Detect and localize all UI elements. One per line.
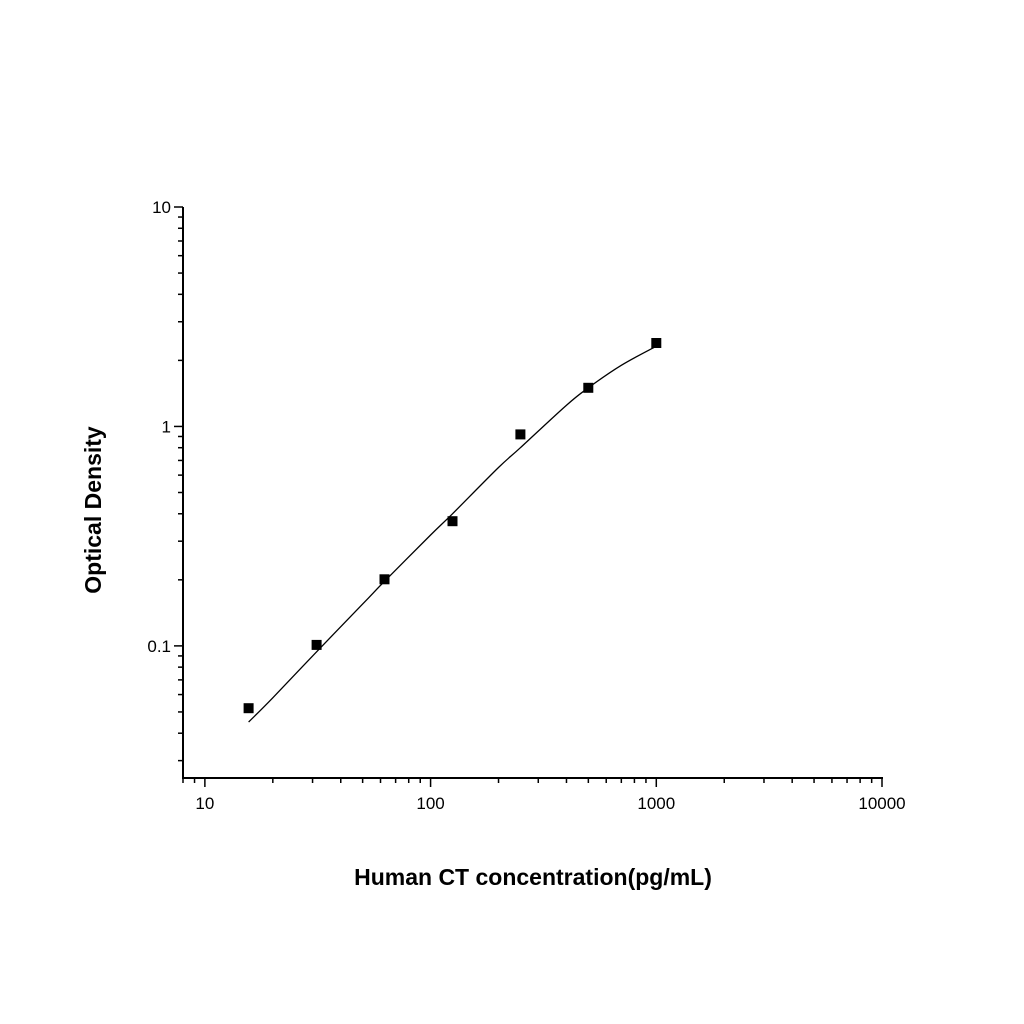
x-axis-tick-labels: 10 100 1000 10000 xyxy=(195,794,905,813)
x-tick-label: 10 xyxy=(195,794,214,813)
y-tick-label: 0.1 xyxy=(147,637,171,656)
x-tick-label: 1000 xyxy=(637,794,675,813)
y-axis-tick-labels: 0.1 1 10 xyxy=(147,198,171,656)
x-axis-title: Human CT concentration(pg/mL) xyxy=(354,864,712,890)
data-point xyxy=(311,639,322,650)
data-markers xyxy=(243,338,662,714)
data-point xyxy=(243,703,254,714)
y-axis-ticks xyxy=(174,206,183,762)
plot-area xyxy=(243,338,662,723)
data-point xyxy=(447,516,458,527)
x-tick-label: 10000 xyxy=(858,794,905,813)
data-point xyxy=(583,382,594,393)
data-point xyxy=(379,574,390,585)
x-tick-label: 100 xyxy=(416,794,444,813)
y-tick-label: 10 xyxy=(152,198,171,217)
y-tick-label: 1 xyxy=(162,417,171,436)
axes: 0.1 1 10 10 100 1000 10000 xyxy=(147,198,905,813)
y-axis-title: Optical Density xyxy=(80,426,106,594)
data-point xyxy=(515,429,526,440)
fit-curve-line xyxy=(248,345,657,723)
data-point xyxy=(651,338,662,348)
x-axis-ticks xyxy=(182,778,883,787)
